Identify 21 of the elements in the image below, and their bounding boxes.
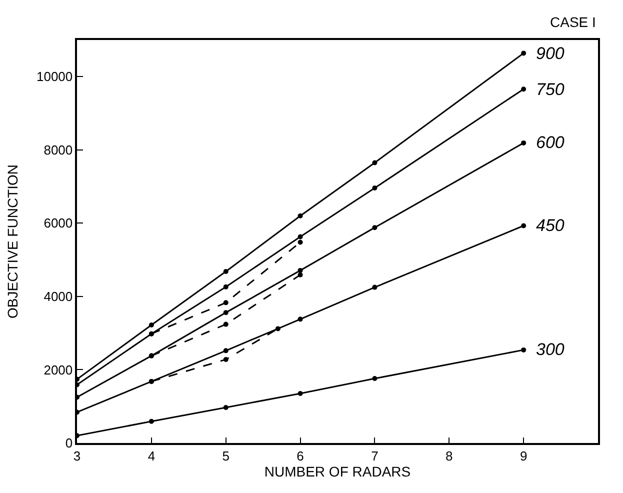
series-label: 900 [536, 44, 565, 63]
series-label: 750 [536, 80, 565, 99]
x-axis-title: NUMBER OF RADARS [264, 463, 411, 480]
y-axis-title: OBJECTIVE FUNCTION [4, 164, 21, 319]
x-tick-label: 5 [222, 448, 230, 464]
text: CASE I [550, 14, 596, 30]
series-label: 300 [536, 340, 565, 359]
y-tick-label: 6000 [44, 216, 73, 231]
x-tick-label: 6 [296, 448, 304, 464]
y-tick-label: 2000 [44, 362, 73, 378]
x-tick-label: 4 [148, 448, 156, 464]
x-tick-label: 8 [446, 448, 453, 464]
series-label: 600 [536, 133, 565, 152]
y-tick-label: 0 [65, 436, 73, 451]
y-tick-label: 4000 [44, 289, 73, 304]
x-tick-label: 7 [371, 448, 378, 464]
y-tick-label: 8000 [44, 142, 73, 158]
series-label: 450 [536, 216, 565, 235]
x-tick-label: 9 [520, 448, 528, 464]
x-tick-label: 3 [73, 448, 81, 464]
y-tick-label: 10000 [36, 69, 73, 84]
